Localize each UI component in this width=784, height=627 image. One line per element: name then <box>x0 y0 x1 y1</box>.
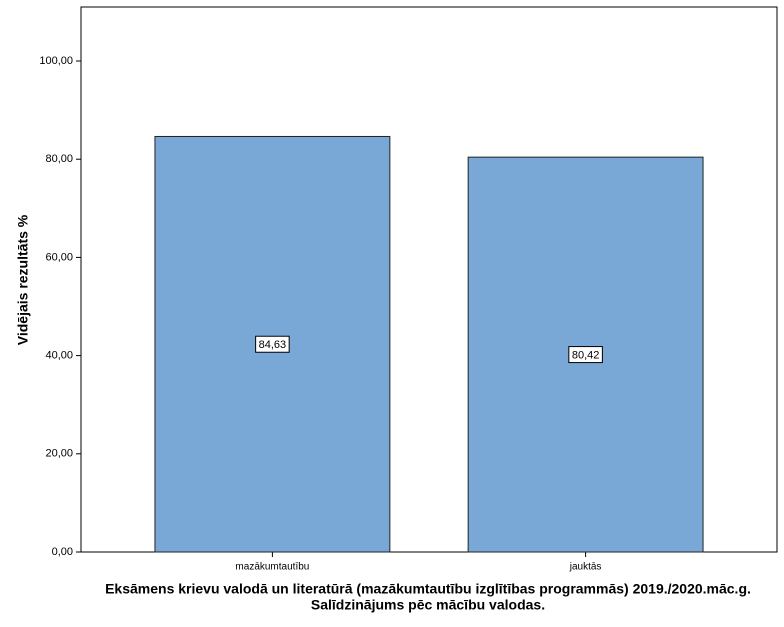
value-label-box <box>568 346 603 364</box>
y-tick-label: 40,00 <box>45 350 73 362</box>
value-label-box <box>255 335 290 353</box>
y-tick-label: 60,00 <box>45 251 73 263</box>
y-tick-label: 20,00 <box>45 448 73 460</box>
y-tick-label: 100,00 <box>39 55 73 67</box>
value-label: 84,63 <box>259 339 287 351</box>
x-tick-label: mazākumtautību <box>235 562 309 573</box>
y-tick-label: 80,00 <box>45 153 73 165</box>
value-label: 80,42 <box>572 349 600 361</box>
plot-area <box>80 6 778 553</box>
y-tick-label: 0,00 <box>52 546 73 558</box>
x-tick-label: jauktās <box>569 562 602 573</box>
x-axis-title: Eksāmens krievu valodā un literatūrā (ma… <box>105 581 751 597</box>
y-axis-title: Vidējais rezultāts % <box>15 214 31 345</box>
x-axis-title: Salīdzinājums pēc mācību valodas. <box>311 597 545 613</box>
